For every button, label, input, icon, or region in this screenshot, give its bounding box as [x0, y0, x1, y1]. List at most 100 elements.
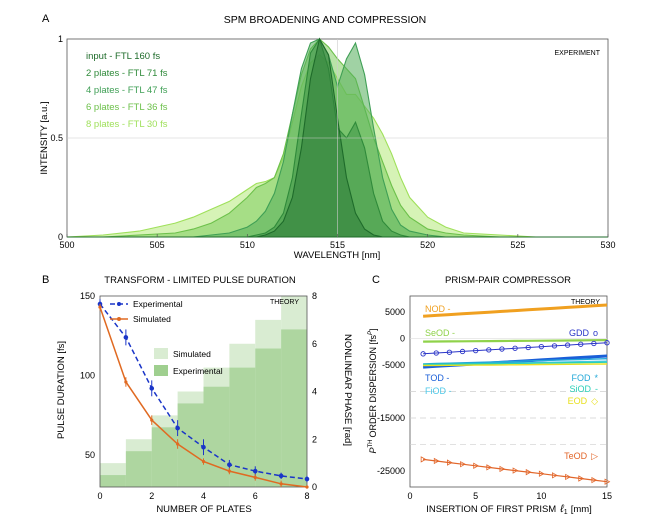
- dispersion-line-8: [423, 458, 608, 483]
- panel-c-xlabel: INSERTION OF FIRST PRISM ℓ1 [mm]: [426, 503, 592, 516]
- x-tick-label: 500: [59, 240, 74, 250]
- panel-c-lines: [420, 303, 611, 485]
- legend-label: Simulated: [133, 314, 171, 324]
- legend-entry: input - FTL 160 fs: [86, 51, 160, 62]
- x-tick-label: 515: [330, 240, 345, 250]
- y-tick-label: -5000: [382, 360, 405, 370]
- panel-c-x-ticks: 0 5 10 15: [407, 491, 612, 501]
- x-tick-label: 8: [304, 491, 309, 501]
- data-point: [124, 380, 128, 384]
- x-tick-label: 530: [600, 240, 615, 250]
- panel-c-grid: [410, 338, 607, 445]
- x-tick-label: 2: [149, 491, 154, 501]
- data-point: [252, 468, 258, 474]
- x-tick-label: 510: [240, 240, 255, 250]
- gdd-marker: [486, 347, 492, 353]
- panel-a-ylabel: INTENSITY [a.u.]: [39, 101, 50, 174]
- series-label-symbol: -: [595, 384, 598, 394]
- teod-marker: [512, 467, 519, 474]
- series-label-name: NOD -: [425, 304, 451, 314]
- gdd-marker: [420, 351, 426, 357]
- gdd-marker: [525, 344, 531, 351]
- teod-marker: [433, 457, 440, 465]
- panel-b-phase-legend: Simulated Experimental: [154, 348, 223, 376]
- teod-marker: [538, 470, 545, 477]
- panel-a-xlabel: WAVELENGTH [nm]: [294, 250, 381, 261]
- panel-b-y2label: NONLINEAR PHASE [rad]: [342, 334, 353, 446]
- series-label: EOD ◇: [568, 396, 599, 406]
- y-tick-label: 150: [80, 291, 95, 301]
- panel-c: C PRISM-PAIR COMPRESSOR 0 5 10 15 50000-500…: [368, 274, 612, 516]
- y-tick-label: 0: [58, 232, 63, 242]
- y-tick-label: 1: [58, 34, 63, 44]
- panel-b-title: TRANSFORM - LIMITED PULSE DURATION: [104, 275, 296, 286]
- panel-c-xlabel-text: INSERTION OF FIRST PRISM: [426, 504, 556, 515]
- teod-marker: [525, 468, 532, 476]
- x-tick-label: 0: [97, 491, 102, 501]
- x-tick-label: 520: [420, 240, 435, 250]
- teod-marker: [565, 473, 571, 481]
- teod-marker: [499, 465, 506, 473]
- y2-tick-label: 6: [312, 339, 317, 349]
- dispersion-line-7: [423, 363, 608, 367]
- legend-entry: 4 plates - FTL 47 fs: [86, 85, 168, 96]
- gdd-marker: [473, 347, 479, 354]
- phase-exp-block: [281, 329, 307, 487]
- x-tick-label: 6: [253, 491, 258, 501]
- panel-c-y-ticks: 5000 0 -5000 -15000 -25000: [377, 307, 405, 476]
- panel-a-x-ticks: 500 505 510 515 520 525 530: [59, 234, 616, 250]
- gdd-marker: [604, 340, 610, 346]
- teod-marker: [486, 464, 493, 471]
- panel-c-xlabel-unit: [mm]: [571, 504, 592, 515]
- data-point: [227, 462, 232, 468]
- panel-c-title: PRISM-PAIR COMPRESSOR: [445, 275, 571, 286]
- y-tick-label: -15000: [377, 413, 405, 423]
- y2-tick-label: 8: [312, 291, 317, 301]
- teod-marker: [552, 472, 558, 479]
- series-label: FOD *: [571, 373, 598, 383]
- teod-marker: [447, 459, 453, 466]
- panel-a-legend: input - FTL 160 fs 2 plates - FTL 71 fs 4 …: [86, 51, 168, 130]
- gdd-marker: [564, 342, 571, 348]
- panel-b-y-ticks: 50 100 150: [80, 291, 95, 460]
- y2-tick-label: 2: [312, 434, 317, 444]
- data-point: [176, 442, 180, 446]
- phase-exp-block: [203, 386, 230, 487]
- panel-c-xlabel-symbol: ℓ: [559, 503, 564, 515]
- teod-marker: [604, 478, 611, 485]
- panel-c-ylabel-sup2: P: [368, 331, 374, 335]
- phase-exp-block: [255, 348, 282, 487]
- series-label: TeOD ▷: [564, 451, 598, 461]
- data-point: [304, 476, 310, 482]
- panel-label-b: B: [42, 274, 49, 286]
- panel-a-title: SPM BROADENING AND COMPRESSION: [224, 14, 426, 26]
- series-label-name: SiOD: [569, 384, 591, 394]
- phase-exp-block: [229, 367, 256, 487]
- gdd-marker: [591, 340, 597, 347]
- x-tick-label: 5: [473, 491, 478, 501]
- gdd-marker: [551, 343, 558, 349]
- series-label-name: GDD: [569, 328, 590, 338]
- dispersion-line-4: [423, 358, 608, 365]
- x-tick-label: 505: [150, 240, 165, 250]
- panel-b: B TRANSFORM - LIMITED PULSE DURATION 0 2 4…: [42, 274, 353, 515]
- series-label-symbol: ◇: [591, 396, 598, 406]
- series-label-name: EOD: [568, 396, 588, 406]
- gdd-marker: [433, 350, 439, 356]
- legend-marker: [117, 302, 121, 306]
- panel-b-frame: [99, 295, 308, 488]
- y-tick-label: 100: [80, 371, 95, 381]
- panel-b-phase-blocks: [100, 296, 307, 487]
- phase-legend-label: Experimental: [173, 366, 223, 376]
- phase-legend-label: Simulated: [173, 349, 211, 359]
- dispersion-line-2: [423, 342, 608, 355]
- series-label: TOD -: [425, 373, 449, 383]
- gdd-marker: [459, 348, 466, 355]
- data-point: [278, 473, 284, 479]
- data-point: [201, 459, 206, 464]
- panel-a: A SPM BROADENING AND COMPRESSION 500 505 5…: [39, 13, 616, 261]
- data-point: [253, 475, 257, 480]
- data-point: [149, 386, 155, 391]
- y-tick-label: -25000: [377, 466, 405, 476]
- y-tick-label: 5000: [385, 307, 405, 317]
